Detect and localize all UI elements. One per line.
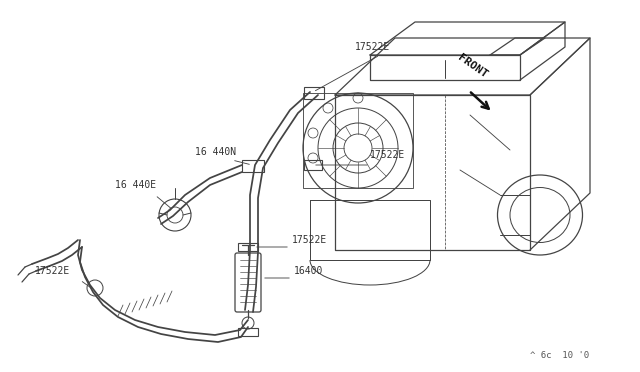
- Text: FRONT: FRONT: [456, 52, 489, 80]
- Text: ^ 6c  10 '0: ^ 6c 10 '0: [530, 351, 589, 360]
- Text: 17522E: 17522E: [35, 266, 70, 276]
- Text: 16400: 16400: [294, 266, 323, 276]
- Text: 17522E: 17522E: [292, 235, 327, 245]
- Text: 16 440N: 16 440N: [195, 147, 236, 157]
- Text: 16 440E: 16 440E: [115, 180, 156, 190]
- Text: 17522E: 17522E: [355, 42, 390, 52]
- Text: 17522E: 17522E: [370, 150, 405, 160]
